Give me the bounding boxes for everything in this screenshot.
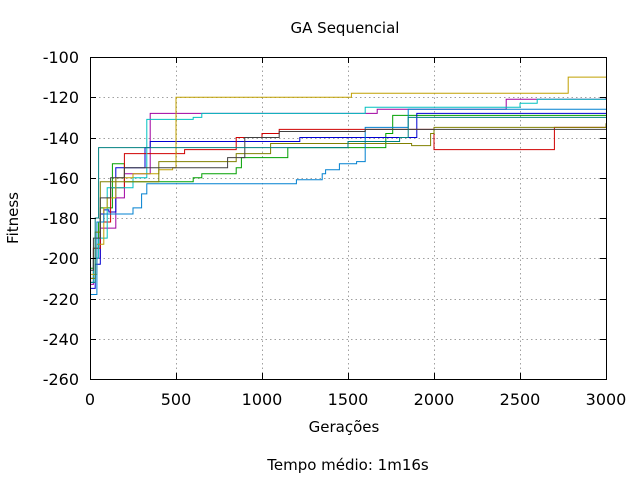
y-tick-label: -220 — [43, 290, 79, 309]
series-line-6 — [90, 76, 606, 275]
x-axis-ticks: 0 500 1000 1500 2000 2500 3000 — [85, 57, 626, 409]
grid — [90, 57, 606, 379]
series-group — [90, 76, 607, 295]
footer-text: Tempo médio: 1m16s — [266, 456, 429, 474]
x-axis-label: Gerações — [309, 418, 380, 436]
y-tick-label: -180 — [43, 209, 79, 228]
y-tick-label: -120 — [43, 88, 79, 107]
y-tick-label: -160 — [43, 169, 79, 188]
series-line-5 — [90, 98, 606, 283]
x-tick-label: 2500 — [500, 390, 541, 409]
chart-title: GA Sequencial — [291, 19, 400, 37]
y-tick-label: -200 — [43, 249, 79, 268]
series-line-7 — [90, 108, 606, 295]
y-axis-label: Fitness — [4, 192, 22, 244]
y-axis-ticks: -260 -240 -220 -200 -180 -160 -140 -120 -100 — [43, 48, 606, 389]
y-tick-label: -100 — [43, 48, 79, 67]
x-tick-label: 1000 — [242, 390, 283, 409]
x-tick-label: 2000 — [414, 390, 455, 409]
y-tick-label: -240 — [43, 330, 79, 349]
series-line-10 — [90, 116, 606, 283]
y-tick-label: -260 — [43, 370, 79, 389]
x-tick-label: 0 — [85, 390, 95, 409]
x-tick-label: 3000 — [586, 390, 627, 409]
y-tick-label: -140 — [43, 129, 79, 148]
series-line-8 — [90, 123, 607, 279]
series-line-3 — [90, 112, 606, 289]
x-tick-label: 500 — [161, 390, 192, 409]
series-line-9 — [90, 128, 606, 271]
x-tick-label: 1500 — [328, 390, 369, 409]
